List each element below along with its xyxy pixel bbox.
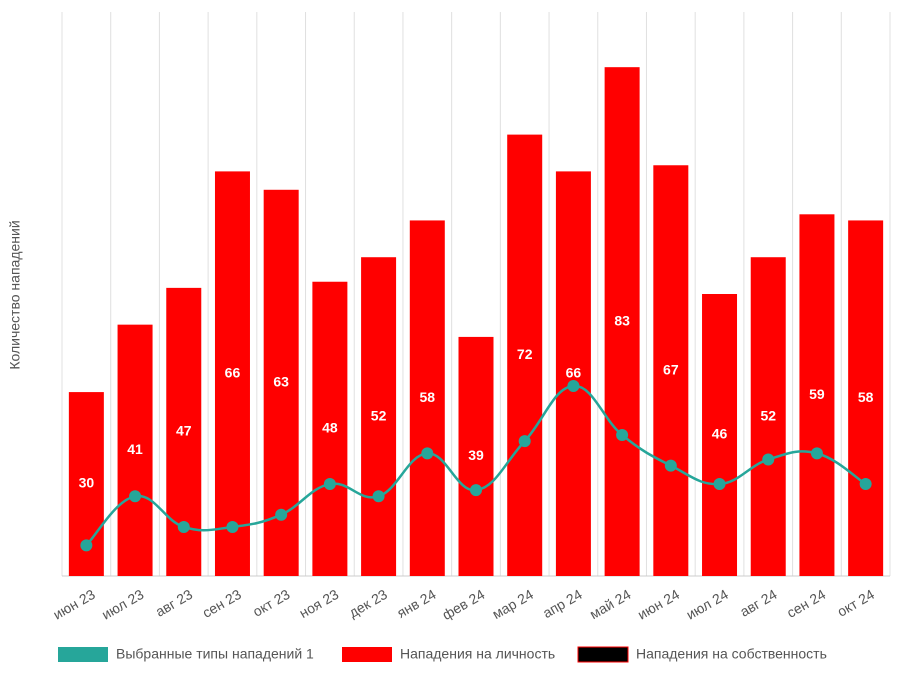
x-tick-label: май 24 (587, 586, 634, 622)
bar (361, 257, 397, 576)
bar (604, 67, 640, 576)
bar (214, 171, 250, 577)
line-point (323, 478, 336, 491)
line-point (470, 484, 482, 497)
bar (555, 171, 591, 577)
x-tick-label: сен 24 (784, 586, 829, 621)
bar (458, 336, 494, 576)
bar (653, 165, 689, 576)
data-label: 66 (566, 364, 582, 380)
data-label: 47 (176, 423, 192, 439)
line-point (177, 520, 190, 533)
bar (507, 134, 543, 576)
line-point (80, 539, 93, 552)
line-point (616, 429, 629, 441)
x-tick-label: июн 23 (50, 586, 98, 623)
bar (409, 220, 445, 576)
data-label: 46 (712, 426, 728, 442)
line-point (518, 435, 531, 448)
bar (702, 294, 738, 576)
bar (848, 220, 884, 576)
x-tick-label: окт 23 (250, 586, 293, 620)
line-point (372, 490, 385, 503)
bar (750, 257, 786, 576)
data-label: 39 (468, 447, 484, 463)
x-tick-label: окт 24 (834, 586, 877, 620)
data-label: 83 (614, 312, 630, 328)
y-axis-label: Количество нападений (7, 220, 23, 369)
legend-label: Нападения на собственность (636, 646, 827, 662)
x-tick-label: сен 23 (199, 586, 244, 621)
x-tick-label: апр 24 (540, 586, 585, 621)
x-tick-label: дек 23 (346, 586, 390, 621)
x-tick-label: июл 23 (99, 586, 147, 623)
bar (117, 324, 153, 576)
bar (312, 281, 348, 576)
data-label: 48 (322, 420, 338, 436)
data-label: 72 (517, 346, 533, 362)
data-label: 52 (760, 407, 776, 423)
line-point (275, 508, 288, 521)
x-tick-label: авг 24 (737, 586, 780, 620)
line-point (859, 478, 872, 491)
line-point (129, 490, 142, 503)
data-label: 41 (127, 441, 143, 457)
legend-swatch (342, 647, 392, 662)
line-point (421, 447, 434, 460)
data-label: 58 (858, 389, 874, 405)
bar (799, 214, 835, 576)
line-point (810, 447, 823, 460)
data-label: 59 (809, 386, 825, 402)
x-tick-label: ноя 23 (296, 586, 341, 621)
legend-label: Выбранные типы нападений 1 (116, 646, 314, 662)
line-point (226, 520, 239, 533)
x-tick-label: июн 24 (635, 586, 683, 623)
line-point (567, 379, 580, 392)
legend-swatch (58, 647, 108, 662)
x-tick-label: июл 24 (683, 586, 731, 623)
line-point (762, 453, 775, 466)
data-label: 63 (273, 374, 289, 390)
data-label: 67 (663, 361, 679, 377)
data-label: 58 (420, 389, 436, 405)
x-tick-label: фев 24 (439, 586, 487, 623)
data-label: 52 (371, 407, 387, 423)
line-point (713, 478, 726, 491)
x-tick-label: авг 23 (153, 586, 196, 620)
line-point (664, 459, 677, 472)
x-tick-label: мар 24 (489, 586, 536, 622)
legend-label: Нападения на личность (400, 646, 555, 662)
data-label: 66 (225, 364, 241, 380)
data-label: 30 (79, 475, 95, 491)
legend-swatch (577, 646, 629, 663)
x-tick-label: янв 24 (394, 586, 439, 621)
